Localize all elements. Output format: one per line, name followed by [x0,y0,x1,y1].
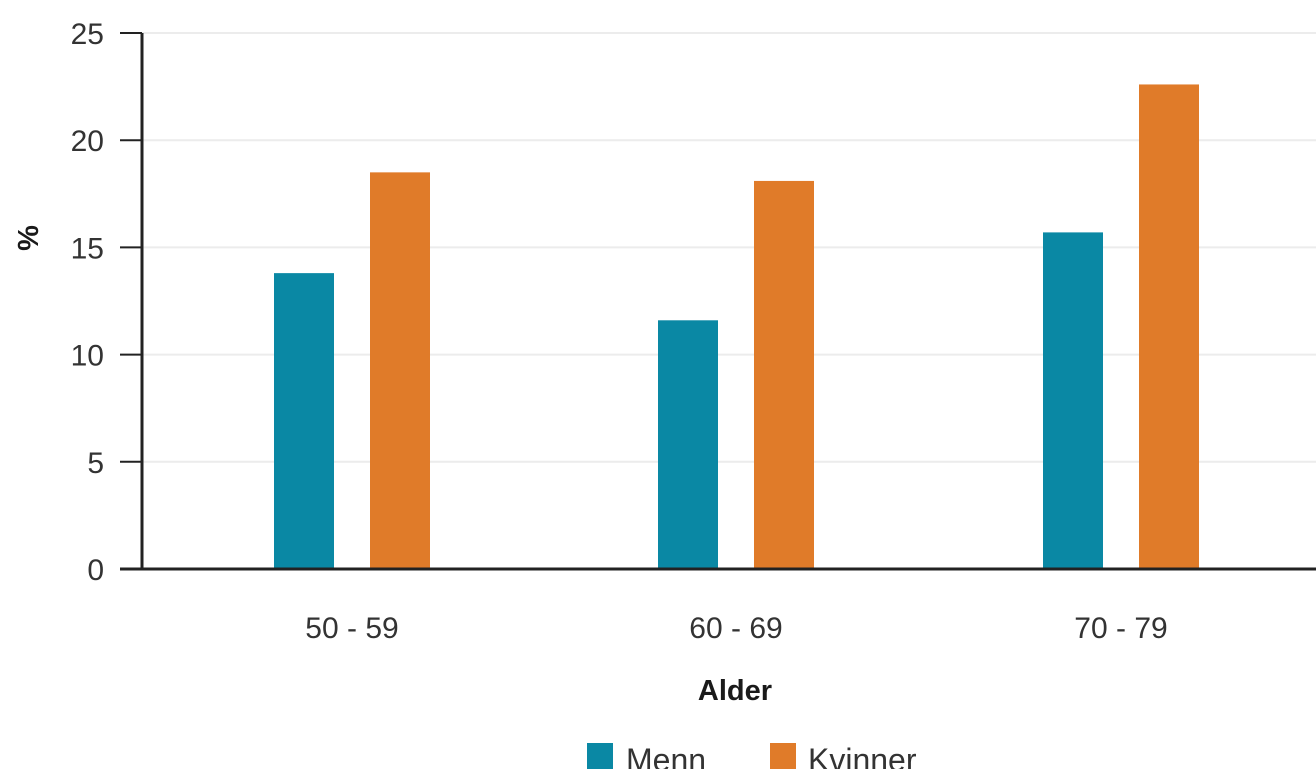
bar-menn-2 [1043,232,1103,569]
legend-swatch-kvinner [770,743,796,769]
bar-kvinner-2 [1139,84,1199,570]
y-axis-title: % [13,225,45,251]
x-tick-label: 60 - 69 [689,612,782,645]
y-tick-label: 20 [71,125,104,158]
x-tick-label: 70 - 79 [1074,612,1167,645]
legend-swatch-menn [587,743,613,769]
y-tick-label: 0 [87,554,104,587]
bar-menn-1 [658,320,718,569]
y-ticks: 0 5 10 15 20 25 [71,18,142,587]
x-tick-label: 50 - 59 [305,612,398,645]
bars [274,84,1199,570]
axes [120,33,1316,571]
bar-kvinner-0 [370,172,430,570]
y-tick-label: 10 [71,340,104,373]
legend-label-menn: Menn [626,742,706,769]
legend: Menn Kvinner [587,742,917,769]
y-tick-label: 15 [71,232,104,265]
bar-kvinner-1 [754,180,814,569]
x-axis-title: Alder [698,675,772,707]
y-tick-label: 5 [87,447,104,480]
gridlines [142,32,1316,463]
legend-label-kvinner: Kvinner [808,742,917,769]
bar-menn-0 [274,273,334,569]
y-tick-label: 25 [71,18,104,51]
x-ticks: 50 - 59 60 - 69 70 - 79 [305,612,1167,645]
